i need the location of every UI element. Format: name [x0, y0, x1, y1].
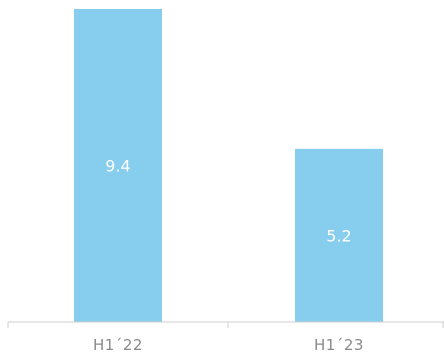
bar-value-label-1: 9.4	[105, 157, 130, 176]
labels-group: 9.4 H1´22 5.2 H1´23	[93, 157, 364, 354]
bar-value-label-2: 5.2	[326, 226, 351, 245]
bar-1	[74, 9, 162, 322]
x-tick-label-1: H1´22	[93, 336, 143, 354]
bar-2	[295, 148, 383, 322]
bars-group	[74, 9, 383, 322]
x-tick-label-2: H1´23	[314, 336, 364, 354]
